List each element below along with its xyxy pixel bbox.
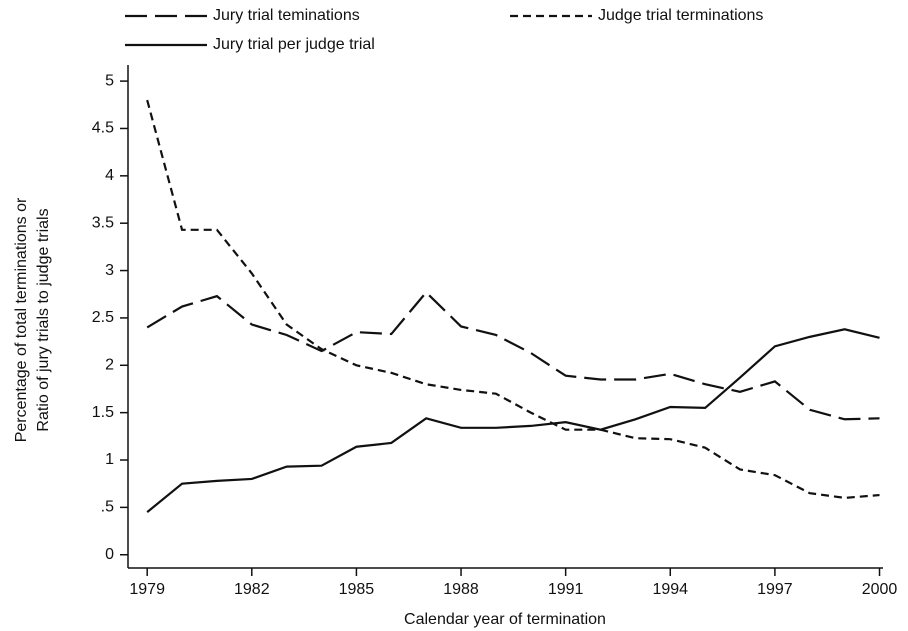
x-tick-label: 1997 <box>757 581 793 598</box>
series-line <box>146 328 880 513</box>
y-axis-label: Ratio of jury trials to judge trials <box>35 208 52 431</box>
x-tick-label: 1979 <box>129 581 165 598</box>
x-tick-label: 1994 <box>652 581 688 598</box>
y-tick-label: 1 <box>105 451 114 468</box>
x-tick-label: 1985 <box>339 581 375 598</box>
y-tick-label: 5 <box>105 72 114 89</box>
y-tick-label: 2.5 <box>92 309 114 326</box>
y-tick-label: 2 <box>105 357 114 374</box>
x-tick-label: 2000 <box>862 581 898 598</box>
series-line <box>146 290 880 421</box>
series-line <box>146 99 880 500</box>
y-tick-label: 4 <box>105 167 114 184</box>
legend-label: Jury trial per judge trial <box>213 36 375 53</box>
y-tick-label: 3 <box>105 262 114 279</box>
y-tick-label: 3.5 <box>92 214 114 231</box>
legend-label: Judge trial terminations <box>598 7 763 24</box>
y-tick-label: 4.5 <box>92 120 114 137</box>
x-tick-label: 1988 <box>443 581 479 598</box>
x-tick-label: 1982 <box>234 581 270 598</box>
y-axis-label: Percentage of total terminations or <box>13 197 30 442</box>
x-tick-label: 1991 <box>548 581 584 598</box>
y-tick-label: 1.5 <box>92 404 114 421</box>
x-axis-label: Calendar year of termination <box>404 611 606 628</box>
y-tick-label: .5 <box>101 499 114 516</box>
legend-label: Jury trial teminations <box>213 7 360 24</box>
y-tick-label: 0 <box>105 546 114 563</box>
